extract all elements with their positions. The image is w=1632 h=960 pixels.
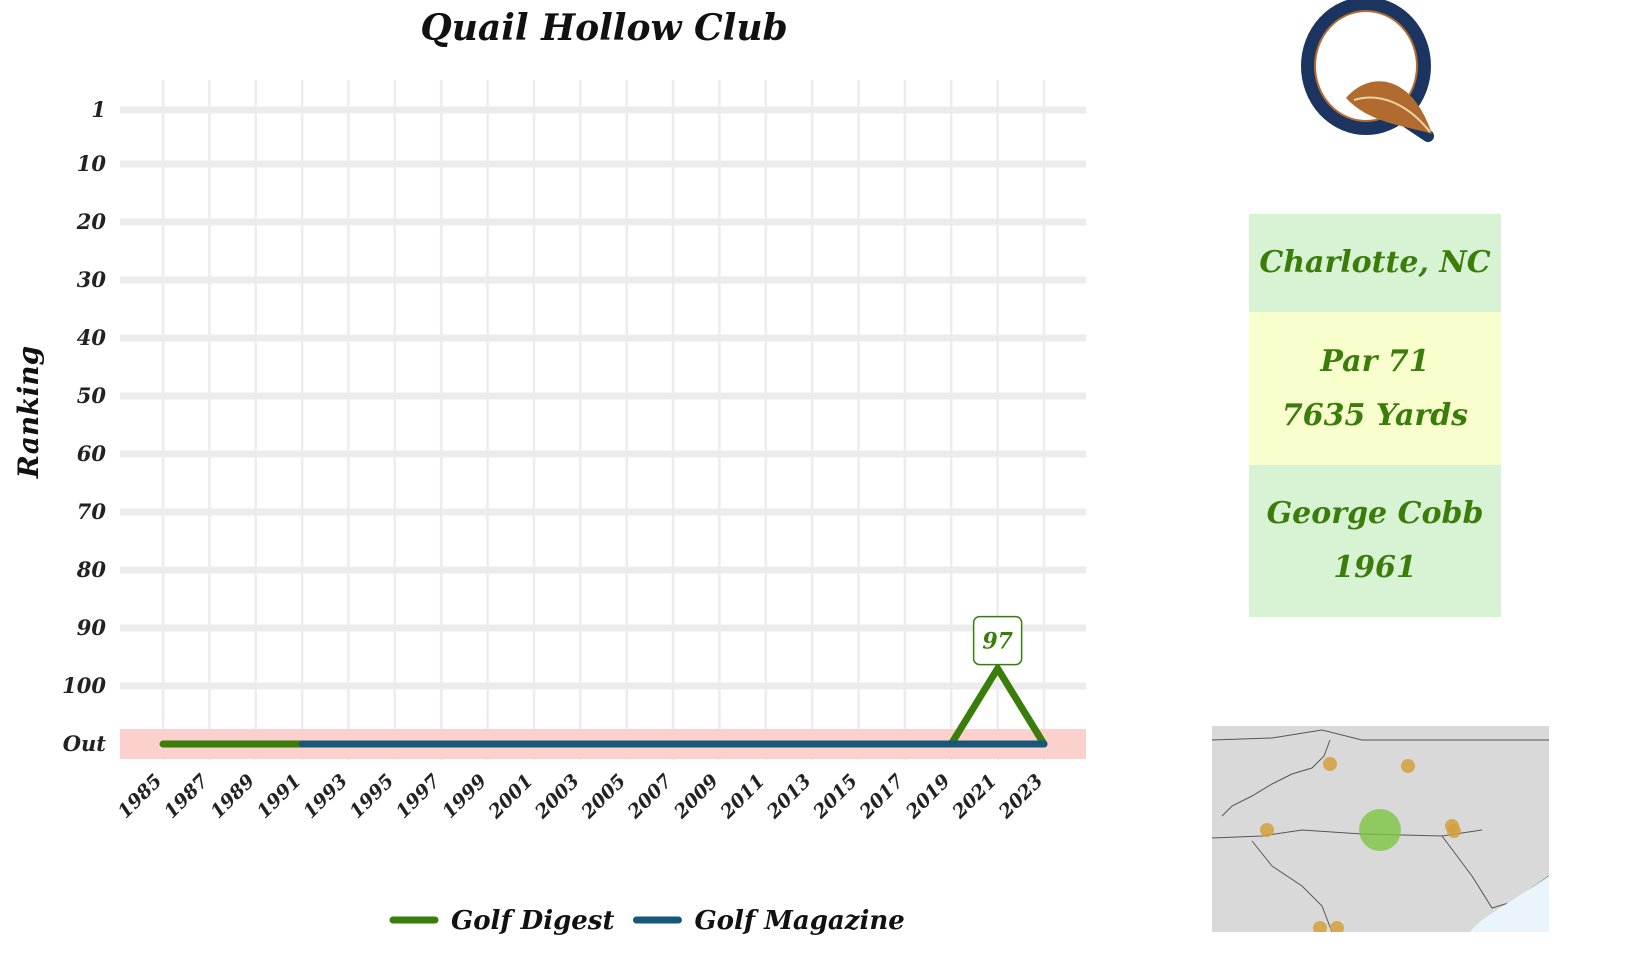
chart-grid: [120, 80, 1086, 760]
x-tick-label: 2011: [716, 770, 770, 824]
annotation-layer: 97: [972, 615, 1023, 666]
course-marker: [1447, 824, 1461, 838]
x-tick-label: 2017: [855, 770, 909, 824]
course-marker: [1330, 921, 1344, 932]
quail-feather-logo-icon: [1301, 0, 1434, 142]
architect-text: George Cobb: [1266, 496, 1484, 531]
x-tick-label: 1993: [299, 770, 352, 823]
par-text: Par 71: [1320, 343, 1430, 379]
x-tick-label: 2023: [994, 770, 1048, 824]
y-tick-label: 1: [91, 97, 106, 122]
x-tick-label: 2021: [948, 770, 1002, 824]
x-tick-label: 2005: [577, 770, 631, 824]
highlight-course-marker: [1359, 809, 1401, 851]
y-tick-label: 70: [77, 499, 107, 524]
location-map: [1212, 726, 1549, 932]
y-tick-label: 50: [77, 383, 107, 408]
value-callout: 97: [972, 615, 1023, 666]
x-tick-label: 1991: [253, 770, 306, 823]
legend-label: Golf Digest: [451, 906, 614, 936]
y-axis-label: Ranking: [12, 346, 45, 479]
location-text: Charlotte, NC: [1259, 245, 1491, 280]
x-tick-label: 2019: [901, 770, 955, 824]
y-tick-label: 40: [77, 325, 107, 350]
course-marker: [1260, 823, 1274, 837]
y-tick-label: 90: [77, 615, 107, 640]
x-tick-label: 2015: [808, 770, 862, 824]
x-tick-label: 1995: [345, 770, 398, 823]
y-tick-label: 10: [77, 151, 107, 176]
architect-box: George Cobb 1961: [1249, 465, 1501, 617]
x-tick-label: 1999: [438, 770, 491, 823]
legend-label: Golf Magazine: [694, 906, 904, 936]
course-marker: [1401, 759, 1415, 773]
x-tick-label: 2003: [530, 770, 584, 824]
course-marker: [1313, 921, 1327, 932]
y-tick-label: 100: [62, 673, 106, 698]
y-tick-label: Out: [63, 731, 107, 756]
y-tick-label: 80: [76, 557, 107, 582]
x-tick-label: 2001: [484, 770, 538, 824]
course-info-panel: Charlotte, NC Par 71 7635 Yards George C…: [1249, 214, 1501, 617]
location-box: Charlotte, NC: [1249, 214, 1501, 312]
year-text: 1961: [1333, 550, 1417, 585]
series-layer: [159, 661, 1048, 748]
y-tick-label: 20: [76, 209, 107, 234]
y-axis-ticks: 1 10 20 30 40 50 60 70 80 90 100 Out: [62, 97, 106, 756]
course-details-box: Par 71 7635 Yards: [1249, 312, 1501, 465]
callout-label: 97: [982, 629, 1013, 655]
chart-legend: Golf Digest Golf Magazine: [389, 906, 905, 936]
carolinas-map: [1212, 726, 1549, 932]
y-tick-label: 30: [77, 267, 107, 292]
chart-title: Quail Hollow Club: [420, 7, 787, 49]
x-tick-label: 1989: [206, 770, 259, 823]
x-tick-label: 2013: [762, 770, 816, 824]
ranking-chart: Quail Hollow Club 1 10 20 30 40 50 60 70 80 90 100…: [12, 7, 1086, 936]
x-tick-label: 1987: [160, 770, 213, 823]
x-tick-label: 1985: [114, 770, 167, 823]
yards-text: 7635 Yards: [1281, 397, 1469, 433]
x-tick-label: 2009: [669, 770, 723, 824]
y-tick-label: 60: [77, 441, 107, 466]
x-tick-label: 2007: [623, 770, 677, 824]
x-tick-label: 1997: [392, 770, 445, 823]
x-axis-ticks: 1985198719891991199319951997199920012003…: [114, 770, 1048, 824]
callout-box: [972, 615, 1023, 666]
club-logo: [1300, 0, 1460, 142]
course-marker: [1323, 757, 1337, 771]
